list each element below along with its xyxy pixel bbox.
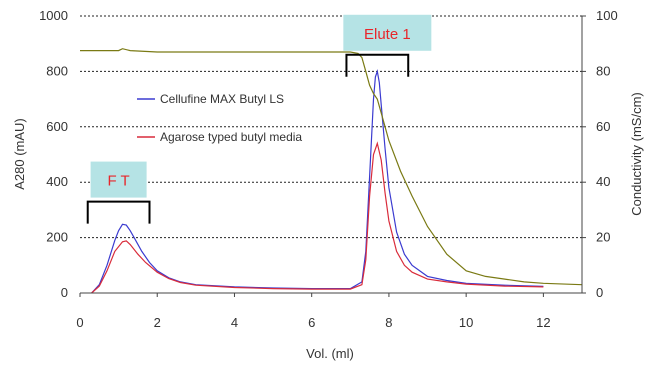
series-line bbox=[91, 141, 544, 294]
y2-tick-label: 20 bbox=[596, 230, 610, 245]
annotation-bracket bbox=[86, 200, 151, 224]
x-tick-label: 10 bbox=[459, 315, 473, 330]
annotation-label: F T bbox=[107, 173, 129, 190]
annotation-bracket bbox=[345, 53, 410, 77]
y-tick-label: 800 bbox=[46, 63, 68, 78]
legend-label: Agarose typed butyl media bbox=[160, 130, 302, 144]
y2-axis-label: Conductivity (mS/cm) bbox=[629, 92, 644, 216]
grid-lines bbox=[80, 15, 582, 239]
y-tick-label: 0 bbox=[61, 285, 68, 300]
y-tick-label: 400 bbox=[46, 174, 68, 189]
y-tick-label: 200 bbox=[46, 230, 68, 245]
y2-tick-label: 100 bbox=[596, 8, 618, 23]
annotations: F T Elute 1 bbox=[86, 14, 432, 224]
x-tick-label: 8 bbox=[385, 315, 392, 330]
annotation-label: Elute 1 bbox=[364, 26, 411, 43]
annotation-box bbox=[343, 14, 432, 51]
x-tick-label: 2 bbox=[154, 315, 161, 330]
x-tick-label: 4 bbox=[231, 315, 238, 330]
axes: 0 2 4 6 8 10 12 0 200 400 600 800 1000 0 20 40 60 80 100 bbox=[39, 8, 618, 330]
x-axis-label: Vol. (ml) bbox=[306, 346, 354, 361]
y-axis-label: A280 (mAU) bbox=[12, 118, 27, 190]
y-tick-label: 600 bbox=[46, 119, 68, 134]
y2-tick-label: 80 bbox=[596, 63, 610, 78]
x-tick-label: 6 bbox=[308, 315, 315, 330]
legend-label: Cellufine MAX Butyl LS bbox=[160, 92, 284, 106]
y2-tick-label: 60 bbox=[596, 119, 610, 134]
y2-tick-label: 0 bbox=[596, 285, 603, 300]
series-layer bbox=[80, 48, 583, 294]
x-tick-label: 0 bbox=[76, 315, 83, 330]
y-tick-label: 1000 bbox=[39, 8, 68, 23]
annotation-box bbox=[90, 161, 147, 198]
series-line bbox=[80, 48, 583, 286]
x-tick-label: 12 bbox=[536, 315, 550, 330]
legend: Cellufine MAX Butyl LS Agarose typed buty… bbox=[137, 92, 302, 144]
y2-tick-label: 40 bbox=[596, 174, 610, 189]
